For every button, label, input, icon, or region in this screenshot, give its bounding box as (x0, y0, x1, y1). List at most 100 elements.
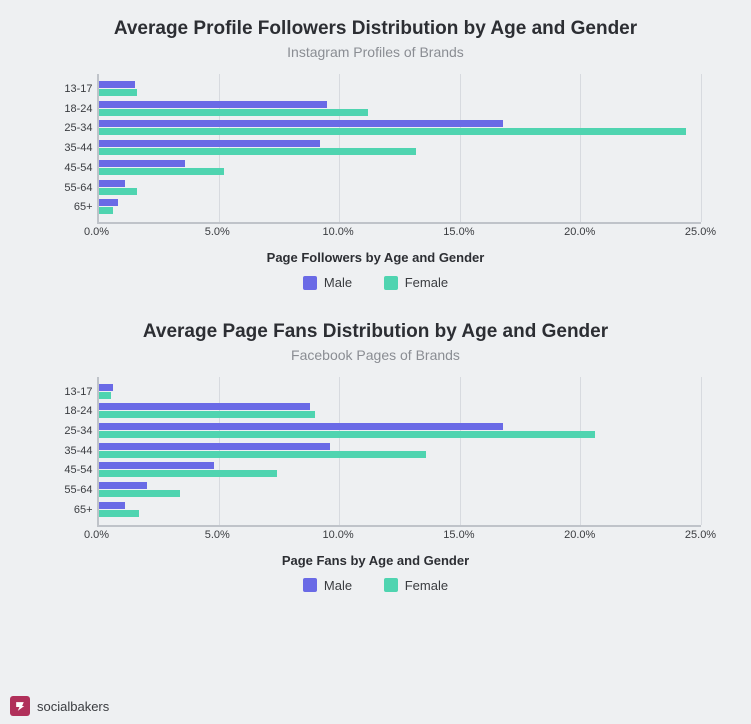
bar-female (99, 470, 277, 477)
category-label: 18-24 (49, 402, 93, 422)
x-axis: 0.0%5.0%10.0%15.0%20.0%25.0% (97, 527, 701, 547)
plot-area: 13-1718-2425-3435-4445-5455-6465+ (97, 74, 701, 224)
chart-facebook: Average Page Fans Distribution by Age an… (0, 303, 751, 606)
category-group: 35-44 (99, 139, 701, 159)
category-group: 65+ (99, 198, 701, 218)
category-label: 55-64 (49, 179, 93, 199)
bar-female (99, 510, 140, 517)
legend-male-label: Male (324, 275, 352, 290)
category-group: 13-17 (99, 383, 701, 403)
bar-male (99, 160, 186, 167)
bar-female (99, 168, 224, 175)
bar-female (99, 128, 687, 135)
x-axis-label: Page Followers by Age and Gender (51, 250, 701, 265)
plot-area: 13-1718-2425-3435-4445-5455-6465+ (97, 377, 701, 527)
category-group: 13-17 (99, 80, 701, 100)
x-axis: 0.0%5.0%10.0%15.0%20.0%25.0% (97, 224, 701, 244)
category-group: 25-34 (99, 422, 701, 442)
chart-subtitle: Instagram Profiles of Brands (30, 44, 721, 60)
swatch-female (384, 578, 398, 592)
bar-female (99, 148, 417, 155)
swatch-female (384, 276, 398, 290)
bar-female (99, 490, 181, 497)
category-label: 55-64 (49, 481, 93, 501)
legend-female: Female (384, 578, 448, 593)
bar-male (99, 140, 321, 147)
category-label: 25-34 (49, 119, 93, 139)
socialbakers-icon (10, 696, 30, 716)
legend-male: Male (303, 275, 352, 290)
category-label: 45-54 (49, 159, 93, 179)
x-tick: 15.0% (443, 529, 474, 541)
x-tick: 20.0% (564, 529, 595, 541)
category-group: 45-54 (99, 461, 701, 481)
plot-wrap: 13-1718-2425-3435-4445-5455-6465+ 0.0%5.… (51, 74, 701, 293)
footer-brand: socialbakers (10, 696, 109, 716)
legend: Male Female (51, 578, 701, 596)
legend-female-label: Female (405, 275, 448, 290)
legend-female-label: Female (405, 578, 448, 593)
bar-male (99, 443, 330, 450)
bar-male (99, 120, 504, 127)
bar-female (99, 109, 369, 116)
category-group: 55-64 (99, 179, 701, 199)
bar-male (99, 403, 311, 410)
bar-male (99, 199, 118, 206)
legend-male: Male (303, 578, 352, 593)
bar-male (99, 101, 328, 108)
bar-male (99, 482, 147, 489)
footer-brand-label: socialbakers (37, 699, 109, 714)
bar-female (99, 207, 113, 214)
category-group: 18-24 (99, 100, 701, 120)
x-tick: 0.0% (84, 226, 109, 238)
bar-male (99, 180, 125, 187)
grid-line (701, 377, 702, 525)
category-label: 25-34 (49, 422, 93, 442)
x-tick: 5.0% (205, 226, 230, 238)
chart-subtitle: Facebook Pages of Brands (30, 347, 721, 363)
bar-male (99, 384, 113, 391)
category-label: 18-24 (49, 100, 93, 120)
category-label: 65+ (49, 501, 93, 521)
plot-wrap: 13-1718-2425-3435-4445-5455-6465+ 0.0%5.… (51, 377, 701, 596)
category-label: 13-17 (49, 80, 93, 100)
bar-female (99, 392, 111, 399)
category-label: 13-17 (49, 383, 93, 403)
category-label: 45-54 (49, 461, 93, 481)
legend-female: Female (384, 275, 448, 290)
bar-male (99, 423, 504, 430)
bar-male (99, 502, 125, 509)
bar-female (99, 411, 316, 418)
x-tick: 5.0% (205, 529, 230, 541)
chart-title: Average Page Fans Distribution by Age an… (30, 321, 721, 343)
swatch-male (303, 276, 317, 290)
category-group: 35-44 (99, 442, 701, 462)
x-tick: 0.0% (84, 529, 109, 541)
bar-female (99, 188, 138, 195)
category-label: 35-44 (49, 442, 93, 462)
category-label: 35-44 (49, 139, 93, 159)
bar-male (99, 462, 215, 469)
category-group: 25-34 (99, 119, 701, 139)
x-tick: 20.0% (564, 226, 595, 238)
chart-instagram: Average Profile Followers Distribution b… (0, 0, 751, 303)
category-group: 18-24 (99, 402, 701, 422)
category-group: 45-54 (99, 159, 701, 179)
grid-line (701, 74, 702, 222)
bar-female (99, 431, 595, 438)
x-axis-label: Page Fans by Age and Gender (51, 553, 701, 568)
legend: Male Female (51, 275, 701, 293)
chart-title: Average Profile Followers Distribution b… (30, 18, 721, 40)
category-group: 65+ (99, 501, 701, 521)
bar-male (99, 81, 135, 88)
bar-female (99, 89, 138, 96)
legend-male-label: Male (324, 578, 352, 593)
swatch-male (303, 578, 317, 592)
x-tick: 15.0% (443, 226, 474, 238)
category-label: 65+ (49, 198, 93, 218)
category-group: 55-64 (99, 481, 701, 501)
x-tick: 25.0% (685, 529, 716, 541)
bar-female (99, 451, 426, 458)
x-tick: 10.0% (322, 529, 353, 541)
x-tick: 25.0% (685, 226, 716, 238)
